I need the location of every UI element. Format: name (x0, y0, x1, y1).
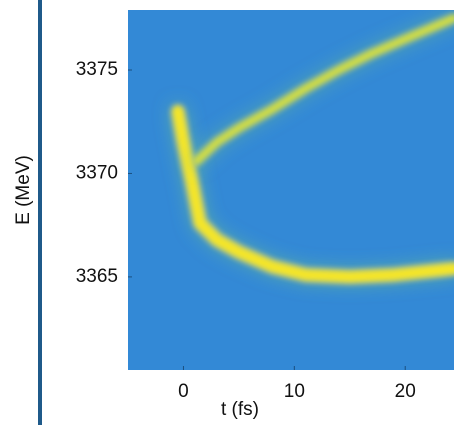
x-tick-label: 10 (284, 381, 305, 402)
plot-background (128, 10, 454, 370)
x-tick-label: 0 (178, 381, 189, 402)
plot-area (128, 10, 454, 370)
y-tick-label: 3370 (76, 162, 118, 183)
beam-trace (171, 104, 454, 284)
y-axis-label: E (MeV) (13, 155, 34, 225)
y-tick-label: 3375 (76, 59, 118, 80)
beam-trace (192, 13, 454, 166)
y-tick-label: 3365 (76, 266, 118, 287)
x-axis-label: t (fs) (221, 399, 259, 420)
x-tick-label: 20 (395, 381, 416, 402)
